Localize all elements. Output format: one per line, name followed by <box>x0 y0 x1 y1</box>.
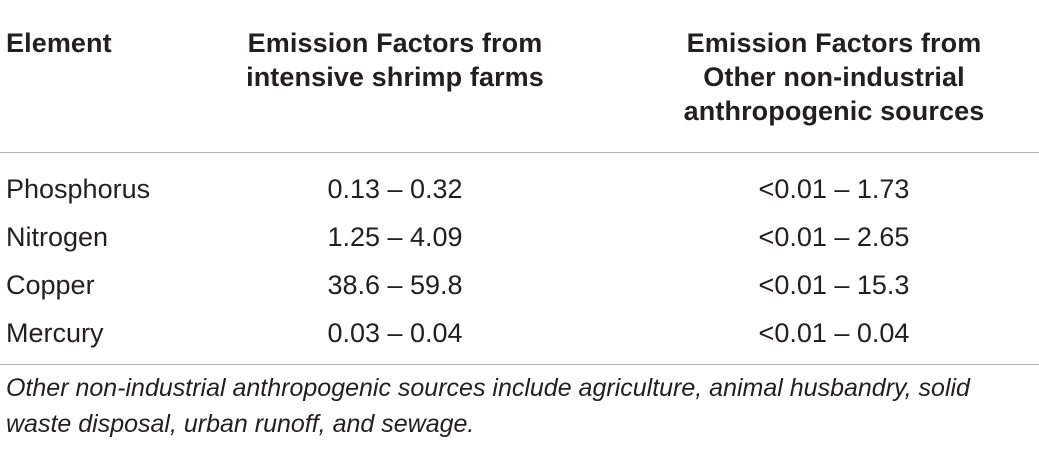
header-shrimp-farms: Emission Factors from intensive shrimp f… <box>246 28 544 92</box>
cell-shrimp-value: 0.03 – 0.04 <box>327 318 463 348</box>
header-other-sources: Emission Factors from Other non-industri… <box>683 28 985 126</box>
table-row: Copper 38.6 – 59.8 <0.01 – 15.3 <box>0 261 1039 309</box>
emission-factors-table: Element Emission Factors from intensive … <box>0 0 1039 438</box>
cell-other-value: <0.01 – 1.73 <box>758 174 910 204</box>
cell-other-value: <0.01 – 2.65 <box>758 222 910 252</box>
cell-shrimp-value: 38.6 – 59.8 <box>327 270 463 300</box>
cell-element: Nitrogen <box>6 222 109 252</box>
table-row: Mercury 0.03 – 0.04 <0.01 – 0.04 <box>0 309 1039 357</box>
cell-element: Mercury <box>6 318 104 348</box>
table-bottom-rule <box>0 364 1039 365</box>
table-body: Phosphorus 0.13 – 0.32 <0.01 – 1.73 Nitr… <box>0 165 1039 357</box>
cell-other-value: <0.01 – 0.04 <box>758 318 910 348</box>
cell-shrimp-value: 0.13 – 0.32 <box>327 174 463 204</box>
cell-shrimp-value: 1.25 – 4.09 <box>327 222 463 252</box>
table-row: Phosphorus 0.13 – 0.32 <0.01 – 1.73 <box>0 165 1039 213</box>
table-footnote: Other non-industrial anthropogenic sourc… <box>6 374 970 438</box>
cell-other-value: <0.01 – 15.3 <box>758 270 910 300</box>
cell-element: Phosphorus <box>6 174 151 204</box>
table-header-row: Element Emission Factors from intensive … <box>0 0 1039 153</box>
header-element: Element <box>6 28 112 58</box>
table-row: Nitrogen 1.25 – 4.09 <0.01 – 2.65 <box>0 213 1039 261</box>
cell-element: Copper <box>6 270 95 300</box>
